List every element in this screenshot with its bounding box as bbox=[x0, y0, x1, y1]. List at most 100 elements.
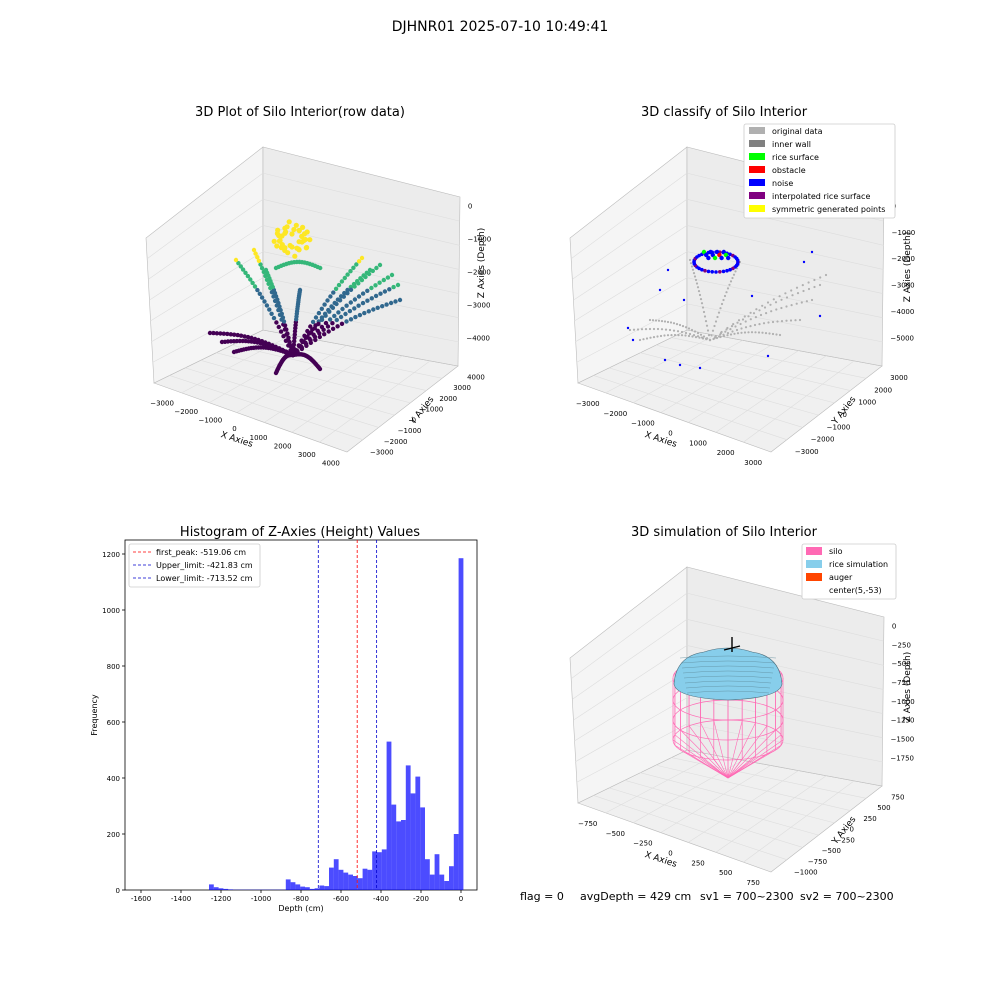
data-point bbox=[378, 291, 383, 296]
legend-label: rice surface bbox=[772, 153, 819, 162]
original-data-point bbox=[796, 292, 800, 295]
silo-cone-line bbox=[688, 725, 729, 779]
simulation-title: 3D simulation of Silo Interior bbox=[631, 525, 818, 540]
rice-mesh-line bbox=[680, 660, 776, 664]
x-tick-label: −750 bbox=[578, 820, 597, 828]
noise-point bbox=[666, 268, 670, 272]
original-data-point bbox=[719, 307, 722, 310]
original-data-point bbox=[688, 258, 692, 262]
grid-line bbox=[743, 780, 855, 863]
histogram-bar bbox=[405, 765, 411, 890]
data-point bbox=[352, 284, 357, 289]
z-tick-label: −1750 bbox=[890, 754, 914, 762]
original-data-point bbox=[735, 328, 739, 332]
data-point bbox=[337, 298, 343, 303]
original-data-point bbox=[749, 325, 752, 328]
data-point bbox=[327, 317, 333, 322]
classified-point bbox=[706, 255, 711, 261]
data-point bbox=[292, 329, 298, 334]
data-point bbox=[339, 279, 345, 284]
data-point bbox=[363, 274, 368, 280]
original-data-point bbox=[705, 337, 709, 340]
original-data-point bbox=[740, 327, 743, 330]
data-point bbox=[296, 227, 302, 233]
data-point bbox=[369, 285, 374, 291]
rice-mesh-line bbox=[685, 685, 771, 689]
x-tick-label: -1000 bbox=[251, 895, 271, 903]
data-point bbox=[259, 295, 265, 300]
grid-line bbox=[609, 787, 803, 848]
original-data-point bbox=[802, 289, 805, 293]
legend-label: noise bbox=[772, 179, 793, 188]
data-point bbox=[278, 329, 284, 334]
data-point bbox=[316, 321, 321, 327]
original-data-point bbox=[644, 328, 648, 331]
grid-line bbox=[686, 198, 884, 246]
data-point bbox=[313, 337, 318, 343]
data-point bbox=[352, 297, 358, 302]
simulation-zlabel: Z Axies (Depth) bbox=[903, 652, 913, 723]
x-tick-label: 3000 bbox=[744, 459, 762, 467]
grid-line bbox=[150, 251, 264, 322]
data-point bbox=[274, 230, 280, 237]
original-data-point bbox=[720, 302, 724, 306]
data-point bbox=[300, 224, 306, 230]
rice-mesh-line bbox=[682, 670, 774, 674]
data-point bbox=[319, 306, 324, 311]
x-tick-label: 250 bbox=[691, 859, 704, 867]
data-point bbox=[258, 262, 263, 267]
original-data-point bbox=[656, 327, 660, 331]
data-point bbox=[285, 331, 290, 336]
rice-surface-point bbox=[721, 269, 726, 274]
original-data-point bbox=[761, 331, 764, 334]
original-data-point bbox=[698, 293, 702, 297]
original-data-point bbox=[734, 270, 737, 273]
histogram-bar bbox=[333, 859, 339, 890]
silo-cone-line bbox=[700, 722, 729, 779]
data-point bbox=[256, 258, 262, 263]
original-data-point bbox=[726, 334, 729, 337]
histogram-bar bbox=[324, 886, 329, 890]
z-tick-label: −250 bbox=[892, 641, 911, 649]
original-data-point bbox=[747, 331, 750, 334]
data-point bbox=[278, 307, 283, 313]
data-point bbox=[218, 331, 223, 336]
grid-line bbox=[236, 345, 347, 413]
data-point bbox=[345, 287, 350, 293]
legend-swatch bbox=[749, 153, 765, 160]
original-data-point bbox=[676, 330, 680, 333]
original-data-point bbox=[819, 276, 822, 279]
original-data-point bbox=[818, 283, 822, 287]
grid-line bbox=[660, 345, 771, 413]
y-tick-label: 400 bbox=[107, 775, 120, 783]
x-tick-label: 500 bbox=[719, 869, 732, 877]
data-point bbox=[251, 247, 257, 253]
grid-line bbox=[574, 251, 688, 322]
data-point bbox=[373, 293, 379, 299]
data-point bbox=[359, 255, 365, 261]
original-data-point bbox=[762, 322, 766, 325]
x-tick-label: 0 bbox=[668, 430, 672, 438]
original-data-point bbox=[754, 331, 757, 334]
original-data-point bbox=[780, 306, 783, 310]
x-tick-label: 0 bbox=[459, 895, 463, 903]
original-data-point bbox=[695, 282, 699, 285]
original-data-point bbox=[697, 290, 701, 293]
original-data-point bbox=[648, 318, 652, 322]
figure-suptitle: DJHNR01 2025-07-10 10:49:41 bbox=[392, 19, 609, 35]
data-point bbox=[282, 323, 288, 328]
original-data-point bbox=[780, 320, 784, 323]
grid-line bbox=[572, 199, 688, 280]
original-data-point bbox=[672, 322, 676, 325]
classify-3d-ticks: −3000−2000−10000100020003000−3000−2000−1… bbox=[576, 202, 915, 467]
data-point bbox=[360, 291, 366, 296]
z-tick-label: −5000 bbox=[890, 334, 914, 342]
data-point bbox=[292, 332, 297, 337]
x-tick-label: -800 bbox=[293, 895, 309, 903]
rice-surface-point bbox=[731, 266, 735, 271]
grid-line bbox=[655, 764, 851, 811]
data-point bbox=[228, 332, 233, 337]
original-data-point bbox=[642, 338, 645, 341]
z-tick-label: −1000 bbox=[891, 698, 915, 706]
legend-swatch bbox=[806, 547, 822, 555]
